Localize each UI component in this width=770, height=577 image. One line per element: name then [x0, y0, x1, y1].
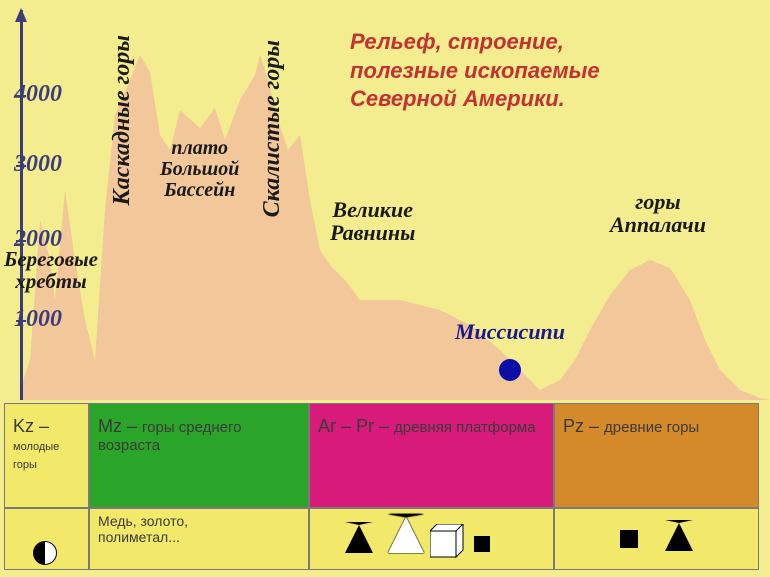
geo-pz-desc: древние горы	[604, 419, 699, 436]
geo-mz-code: Mz –	[98, 416, 142, 436]
mineral-text-cell: Медь, золото,полиметал...	[89, 508, 309, 570]
mineral-line2: полиметал...	[98, 529, 180, 545]
label-coastal: Береговыехребты	[4, 248, 98, 292]
label-rocky: Скалистые горы	[260, 40, 285, 217]
geo-kz-desc: молодые горы	[13, 441, 59, 471]
label-appal: горыАппалачи	[610, 190, 706, 236]
mineral-shape-1	[388, 514, 424, 553]
diagram-canvas: 4000300020001000Рельеф, строение,полезны…	[0, 0, 770, 577]
geo-pz-code: Pz –	[563, 416, 604, 436]
y-axis	[20, 10, 23, 400]
mineral-shape-5	[665, 520, 693, 551]
mineral-pz-cell	[554, 508, 759, 570]
y-tick-mark-3000	[16, 165, 26, 167]
geo-kz: Kz – молодые горы	[4, 403, 89, 508]
label-plateau: платоБольшойБассейн	[160, 138, 239, 201]
label-cascade: Каскадные горы	[110, 35, 135, 206]
mineral-line1: Медь, золото,	[98, 513, 188, 529]
geo-pz: Pz – древние горы	[554, 403, 759, 508]
diagram-title: Рельеф, строение, полезные ископаемые Севе…	[350, 28, 600, 114]
y-tick-mark-2000	[16, 240, 26, 242]
label-plains: ВеликиеРавнины	[330, 198, 415, 244]
kz-circle-icon	[33, 541, 57, 565]
y-tick-mark-1000	[16, 320, 26, 322]
geo-arpr: Ar – Pr – древняя платформа	[309, 403, 554, 508]
y-axis-arrow	[15, 8, 27, 22]
title-line2: полезные ископаемые	[350, 58, 600, 83]
geo-kz-code: Kz –	[13, 416, 49, 436]
geo-mz: Mz – горы среднего возраста	[89, 403, 309, 508]
title-line1: Рельеф, строение,	[350, 29, 564, 54]
mississippi-dot	[499, 359, 521, 381]
y-tick-mark-4000	[16, 95, 26, 97]
mineral-shape-4	[620, 530, 638, 548]
geo-arpr-desc: древняя платформа	[394, 419, 536, 436]
geo-arpr-code: Ar – Pr –	[318, 416, 394, 436]
mineral-shape-3	[474, 536, 490, 552]
title-line3: Северной Америки.	[350, 86, 565, 111]
mineral-shape-0	[345, 522, 373, 553]
label-miss: Миссисипи	[455, 320, 565, 343]
mineral-shape-2	[430, 524, 468, 562]
